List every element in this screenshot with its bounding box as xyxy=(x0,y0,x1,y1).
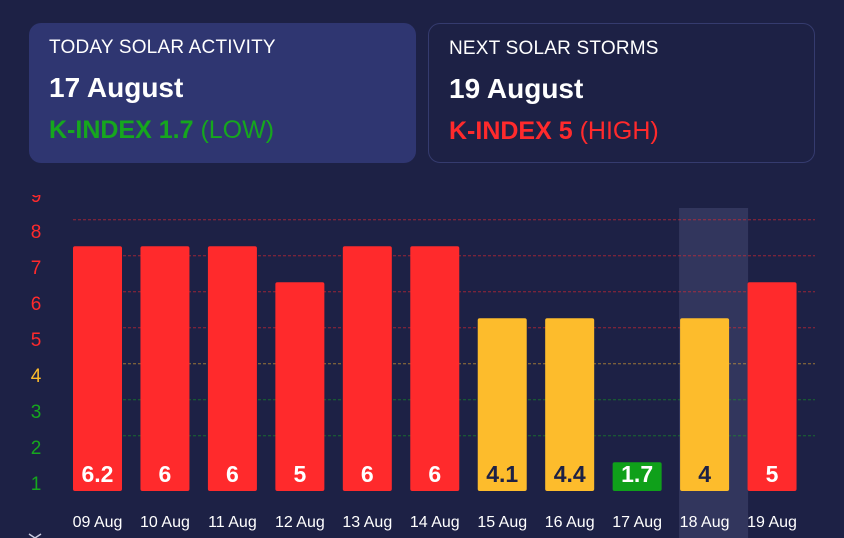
today-date: 17 August xyxy=(49,72,184,103)
next-date: 19 August xyxy=(449,73,584,104)
y-tick-label: 1 xyxy=(31,474,42,495)
today-card: TODAY SOLAR ACTIVITY 17 August K-INDEX 1… xyxy=(29,23,416,163)
y-tick-label: 8 xyxy=(31,222,42,243)
x-tick-label: 19 Aug xyxy=(747,514,797,531)
y-tick-label: 5 xyxy=(31,330,42,351)
bar[interactable] xyxy=(545,318,595,491)
bar[interactable] xyxy=(207,246,257,491)
k-index-chart: 1 2 3 4 5 6 7 8 9 6.2 09 Aug 6 10 Aug 6 11 Aug 5 12 Aug 6… xyxy=(28,195,815,538)
next-storm-card: NEXT SOLAR STORMS 19 August K-INDEX 5 (H… xyxy=(428,23,815,163)
bar[interactable] xyxy=(342,246,392,491)
bar-value-label: 6.2 xyxy=(82,461,114,487)
bar-value-label: 1.7 xyxy=(621,461,653,487)
today-k-index: K-INDEX 1.7 (LOW) xyxy=(49,116,396,145)
x-tick-label: 17 Aug xyxy=(612,514,662,531)
y-tick-label: 9 xyxy=(31,195,42,207)
bar-value-label: 4 xyxy=(698,461,711,487)
today-heading: TODAY SOLAR ACTIVITY xyxy=(49,37,276,58)
y-tick-label: 2 xyxy=(31,438,42,459)
y-tick-label: 6 xyxy=(31,294,42,315)
bar[interactable] xyxy=(73,246,122,491)
next-k-level: (HIGH) xyxy=(579,117,659,145)
bar-value-label: 5 xyxy=(766,461,779,487)
y-tick-label: 4 xyxy=(31,366,42,387)
today-k-level: (LOW) xyxy=(200,116,275,144)
chevron-down-icon[interactable] xyxy=(28,533,42,538)
bar-value-label: 6 xyxy=(361,461,374,487)
x-tick-label: 09 Aug xyxy=(73,514,123,531)
x-tick-label: 13 Aug xyxy=(342,514,392,531)
bar-value-label: 4.4 xyxy=(554,461,586,487)
y-tick-label: 7 xyxy=(31,258,42,279)
bar-value-label: 5 xyxy=(293,461,306,487)
bar-value-label: 6 xyxy=(226,461,239,487)
bar[interactable] xyxy=(410,246,460,491)
x-tick-label: 18 Aug xyxy=(680,514,730,531)
x-tick-label: 10 Aug xyxy=(140,514,190,531)
today-k-value: K-INDEX 1.7 xyxy=(49,116,194,144)
x-tick-label: 14 Aug xyxy=(410,514,460,531)
next-heading: NEXT SOLAR STORMS xyxy=(449,38,659,59)
bar[interactable] xyxy=(477,318,527,491)
x-tick-label: 11 Aug xyxy=(208,514,257,531)
bar-value-label: 6 xyxy=(159,461,172,487)
y-tick-label: 3 xyxy=(31,402,42,423)
bar[interactable] xyxy=(140,246,190,491)
bar[interactable] xyxy=(680,318,730,491)
bar-value-label: 6 xyxy=(428,461,441,487)
next-k-value: K-INDEX 5 xyxy=(449,117,573,145)
bar[interactable] xyxy=(612,462,662,491)
next-k-index: K-INDEX 5 (HIGH) xyxy=(449,117,794,146)
x-tick-label: 15 Aug xyxy=(477,514,527,531)
bar-value-label: 4.1 xyxy=(486,461,518,487)
x-tick-label: 12 Aug xyxy=(275,514,325,531)
bar[interactable] xyxy=(275,282,325,491)
bar[interactable] xyxy=(747,282,797,491)
x-tick-label: 16 Aug xyxy=(545,514,595,531)
